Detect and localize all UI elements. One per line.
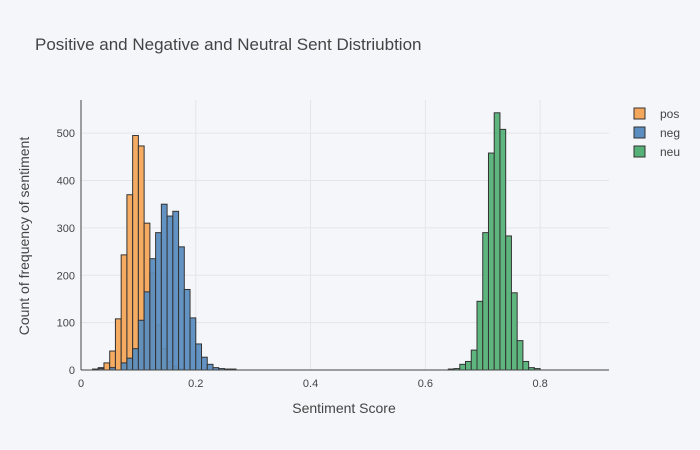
legend-label: neu (660, 145, 680, 159)
bar-neu (482, 232, 489, 371)
x-tick-label: 0 (78, 378, 84, 390)
bar-neg (143, 291, 151, 371)
y-tick-label: 400 (57, 176, 75, 188)
legend: pos neg neu (633, 107, 680, 159)
bar-neu (476, 300, 484, 371)
bar-neu (470, 349, 478, 371)
bars (91, 112, 541, 371)
chart-title: Positive and Negative and Neutral Sent D… (35, 35, 422, 54)
bar-pos (103, 362, 111, 371)
legend-item-neg[interactable]: neg (633, 126, 680, 140)
legend-item-pos[interactable]: pos (633, 107, 679, 121)
x-axis-title: Sentiment Score (292, 400, 396, 416)
bar-pos (126, 194, 134, 371)
bar-neg (160, 203, 168, 371)
bar-neg (178, 246, 185, 371)
bar-pos (132, 135, 139, 371)
legend-label: neg (660, 126, 680, 140)
bar-neg (166, 215, 174, 371)
bar-neg (206, 363, 214, 371)
x-tick-label: 0.8 (532, 378, 547, 390)
bar-neu (510, 292, 518, 371)
y-axis-title: Count of frequency of sentiment (16, 137, 32, 336)
bar-neg (132, 348, 139, 371)
bar-neg (137, 319, 145, 371)
bar-neg (120, 362, 128, 371)
bar-neg (195, 343, 203, 371)
bar-neg (189, 317, 197, 371)
bar-pos (114, 318, 122, 371)
bar-neg (183, 288, 191, 371)
bar-neg (201, 356, 208, 371)
series-neu (447, 112, 541, 371)
bar-neu (522, 360, 530, 371)
bar-neu (499, 128, 507, 371)
bar-neu (465, 360, 472, 371)
legend-item-neu[interactable]: neu (633, 145, 680, 159)
axes (80, 100, 609, 371)
bar-neg (172, 210, 180, 371)
x-tick-label: 0.4 (303, 378, 318, 390)
y-tick-label: 200 (57, 270, 75, 282)
legend-swatch (633, 145, 646, 158)
y-tick-label: 500 (57, 128, 75, 140)
bar-neu (459, 363, 467, 371)
tick-labels: 0 100 200 300 400 500 0 0.2 0.4 0.6 0.8 (57, 128, 548, 390)
bar-neu (493, 112, 501, 371)
legend-label: pos (660, 107, 679, 121)
y-tick-label: 0 (69, 365, 75, 377)
bar-neg (126, 357, 134, 371)
bar-neu (505, 235, 512, 371)
x-tick-label: 0.2 (188, 378, 203, 390)
legend-swatch (633, 126, 646, 139)
bar-neg (155, 232, 162, 371)
legend-swatch (633, 107, 646, 120)
x-tick-label: 0.6 (418, 378, 433, 390)
series-neg (91, 203, 237, 371)
y-tick-label: 100 (57, 318, 75, 330)
y-tick-label: 300 (57, 223, 75, 235)
bar-pos (120, 254, 128, 371)
bar-neu (516, 340, 524, 371)
bar-neu (487, 152, 495, 371)
bar-neg (149, 258, 157, 371)
